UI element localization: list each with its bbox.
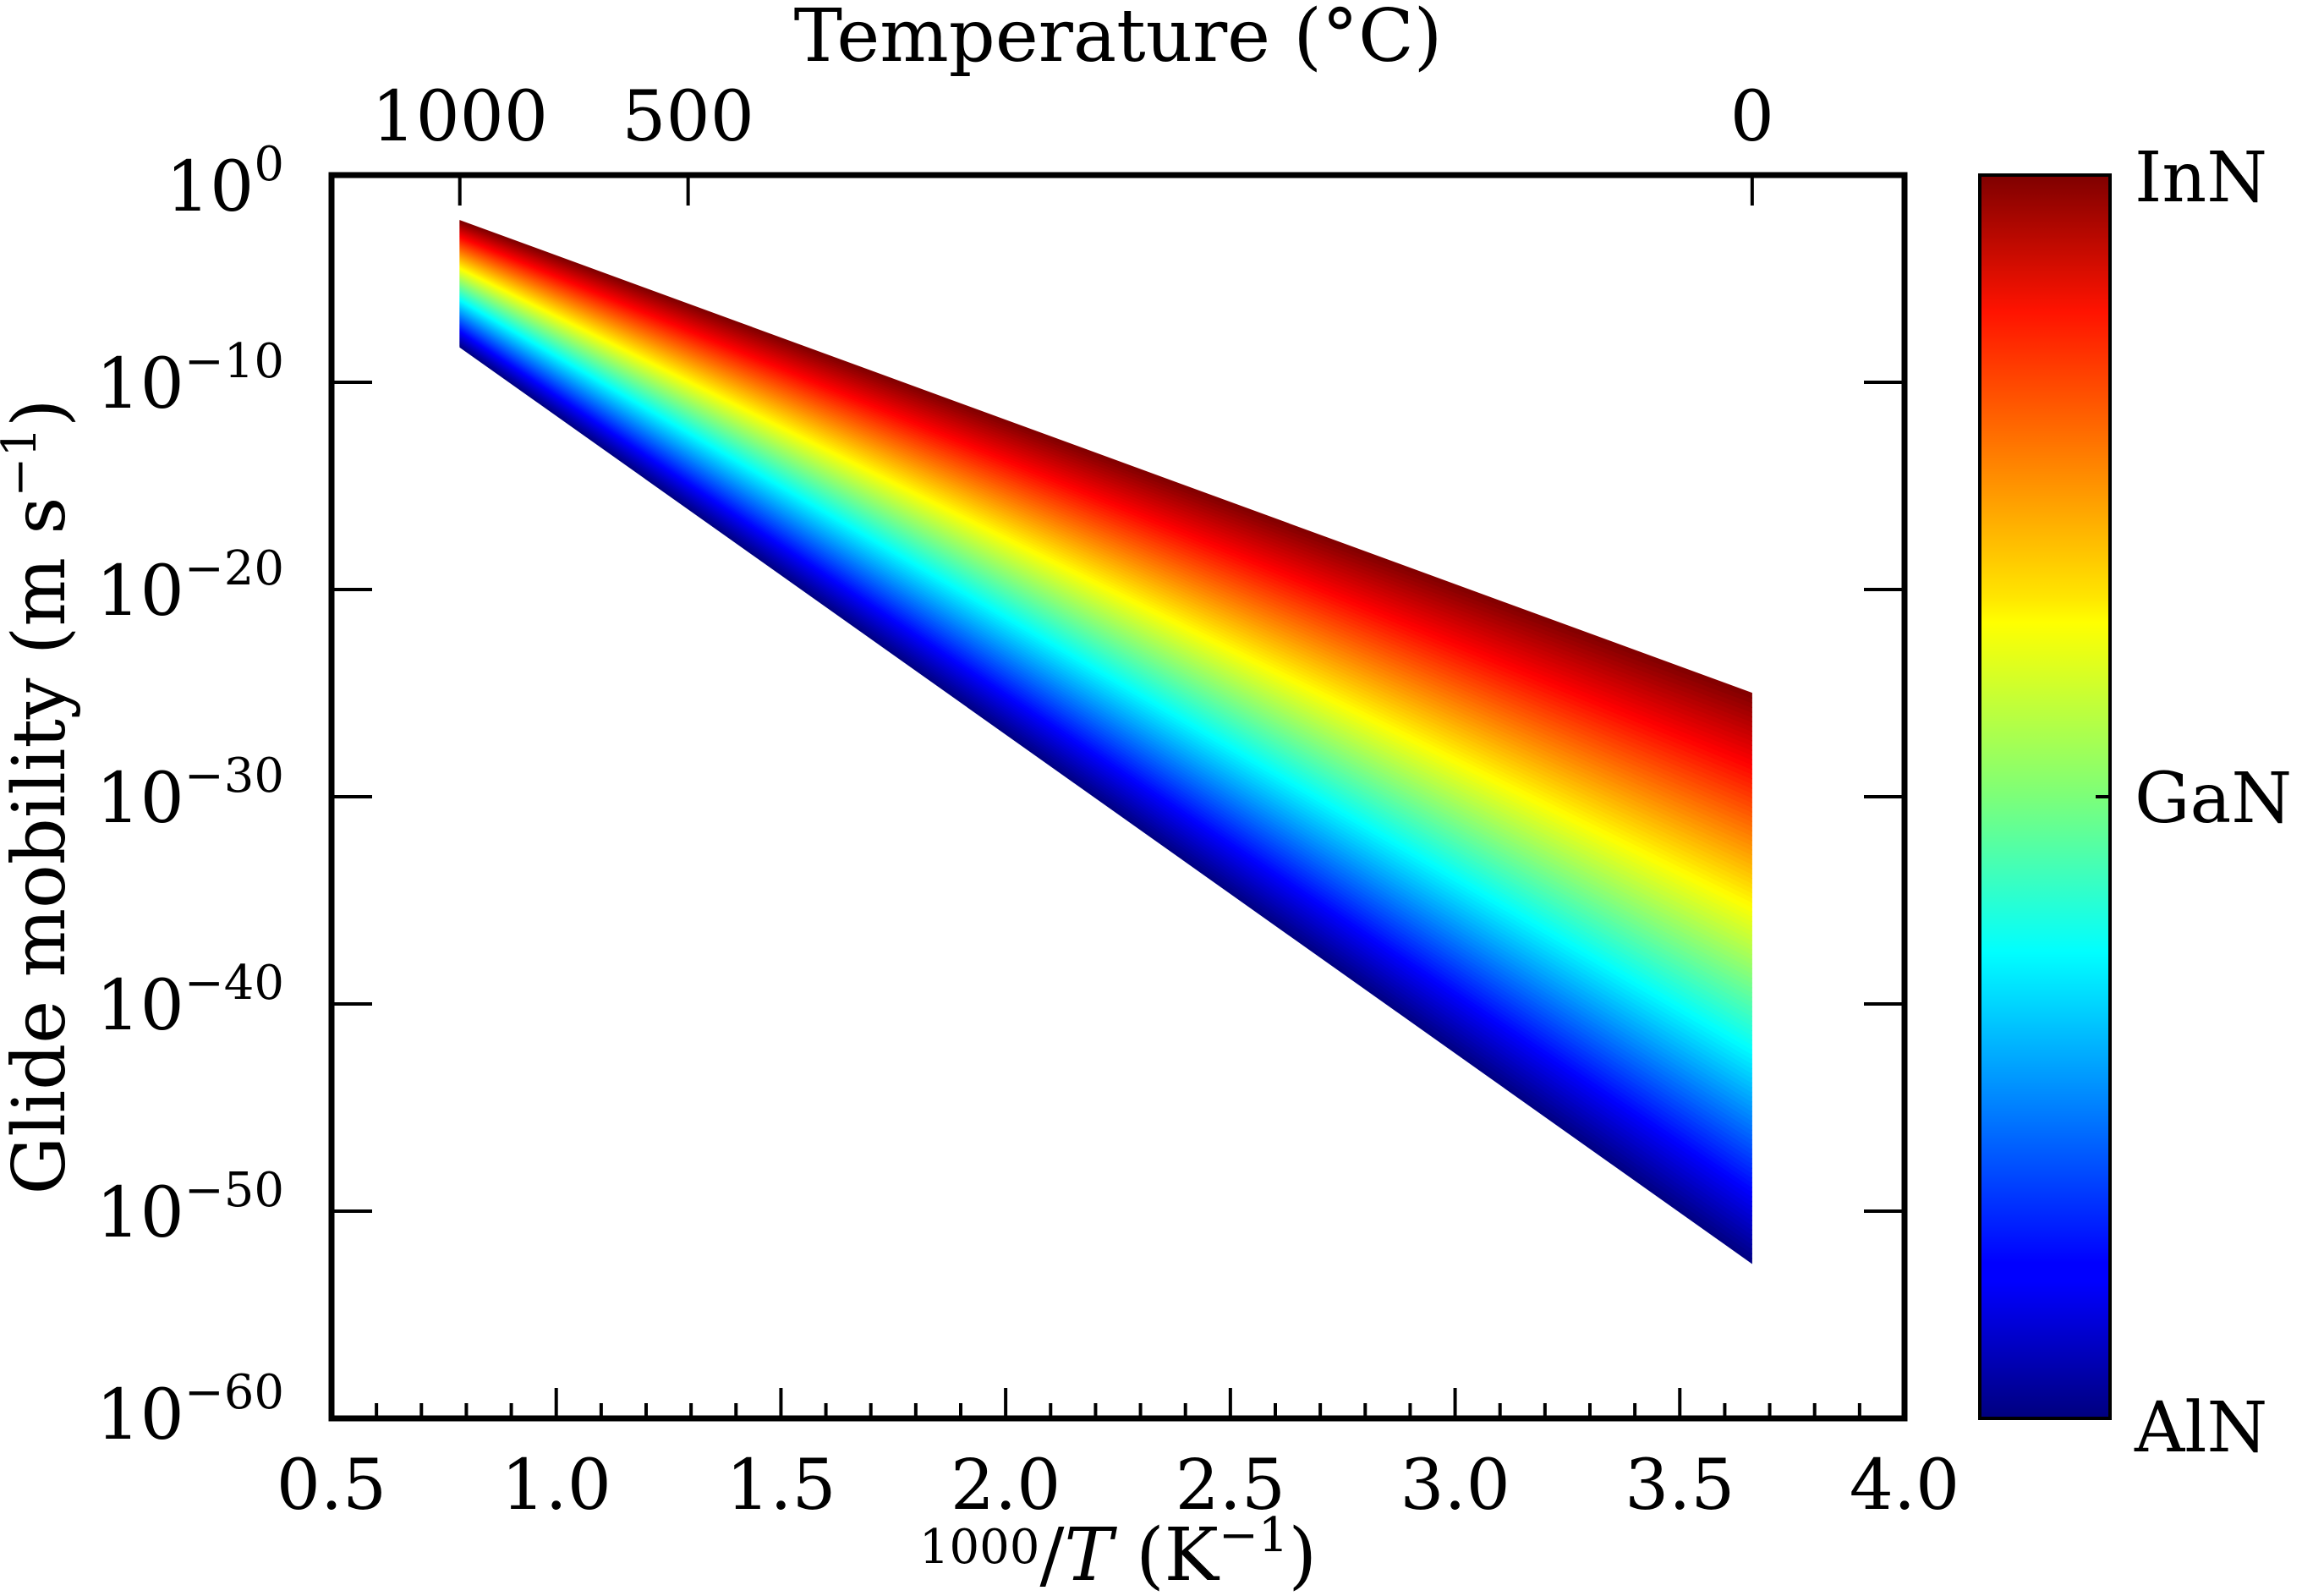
top-axis-ticks: 1000 500 0: [371, 77, 1774, 206]
x-tick-label: 1.0: [502, 1445, 611, 1526]
x-tick-label: 1.5: [726, 1445, 836, 1526]
composition-bands: [459, 220, 1752, 1264]
colorbar-label-gan: GaN: [2135, 759, 2292, 839]
composition-band: [459, 271, 1752, 932]
y-tick-label: 100: [166, 137, 284, 228]
top-axis-title: Temperature (°C): [794, 0, 1443, 79]
composition-band: [459, 277, 1752, 960]
top-tick-label: 0: [1730, 77, 1774, 157]
colorbar-label-inn: InN: [2135, 138, 2267, 218]
composition-band: [459, 268, 1752, 918]
composition-band: [459, 266, 1752, 908]
composition-band: [459, 270, 1752, 927]
top-tick-label: 1000: [371, 77, 548, 157]
composition-band: [459, 275, 1752, 951]
composition-band: [459, 277, 1752, 956]
colorbar-label-aln: AlN: [2134, 1388, 2267, 1468]
colorbar: InN GaN AlN: [1978, 138, 2292, 1468]
composition-band: [459, 220, 1752, 699]
x-tick-label: 2.5: [1176, 1445, 1285, 1526]
y-tick-label: 10−50: [96, 1163, 284, 1253]
x-tick-label: 3.5: [1625, 1445, 1735, 1526]
x-tick-label: 3.0: [1400, 1445, 1510, 1526]
composition-band: [459, 269, 1752, 922]
x-tick-label: 4.0: [1850, 1445, 1959, 1526]
x-axis-ticks: 0.5 1.0 1.5 2.0 2.5 3.0 3.5 4.0: [277, 1388, 1959, 1526]
composition-band: [459, 265, 1752, 903]
y-tick-label: 10−30: [96, 749, 284, 839]
y-tick-label: 10−10: [96, 334, 284, 425]
composition-band: [459, 278, 1752, 965]
composition-band: [459, 272, 1752, 936]
y-tick-label: 10−20: [96, 541, 284, 632]
composition-band: [459, 266, 1752, 913]
x-tick-label: 2.0: [951, 1445, 1061, 1526]
composition-band: [459, 274, 1752, 946]
top-tick-label: 500: [622, 77, 754, 157]
colorbar-gradient: [1978, 173, 2112, 1420]
y-tick-label: 10−40: [96, 956, 284, 1046]
y-axis-ticks: 100 10−10 10−20 10−30 10−40 10−50 10−60: [96, 137, 1905, 1456]
x-axis-title: 1000/T (K−1): [919, 1508, 1317, 1596]
y-tick-label: 10−60: [96, 1365, 284, 1456]
composition-band: [459, 273, 1752, 941]
x-tick-label: 0.5: [277, 1445, 386, 1526]
y-axis-title: Glide mobility (m s−1): [0, 398, 82, 1194]
